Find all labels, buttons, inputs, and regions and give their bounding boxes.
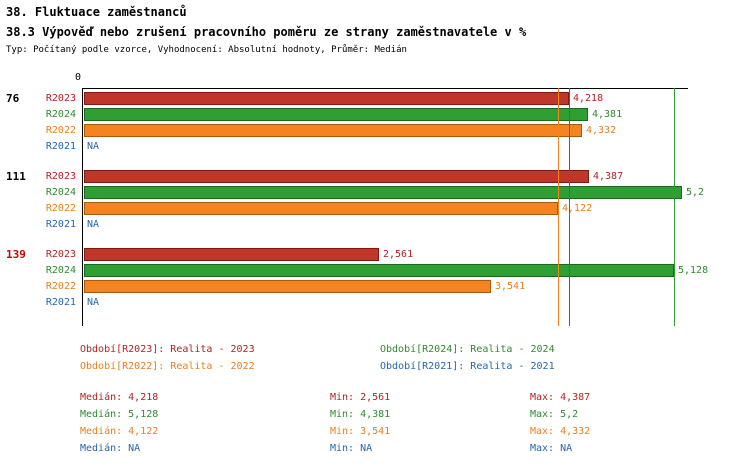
stat-median-r2024: Medián: 5,128 (80, 409, 159, 420)
row-label-r2023: R2023 (45, 93, 76, 104)
bar-value-label: NA (87, 141, 100, 152)
stat-min-r2021: Min: NA (330, 443, 373, 454)
legend-item-r2022: Období[R2022]: Realita - 2022 (80, 361, 255, 372)
bar-r2022 (84, 202, 558, 215)
bar-value-label: NA (87, 297, 100, 308)
bar-r2024 (84, 108, 588, 121)
group-label: 76 (6, 92, 20, 105)
stat-max-r2021: Max: NA (530, 443, 573, 454)
bar-r2023 (84, 248, 379, 261)
x-axis-line (82, 88, 688, 89)
bar-value-label: 2,561 (383, 249, 414, 260)
bar-value-label: 4,381 (592, 109, 623, 120)
bar-r2022 (84, 280, 491, 293)
stat-max-r2022: Max: 4,332 (530, 426, 591, 437)
row-label-r2022: R2022 (45, 125, 76, 136)
y-axis-line (82, 88, 83, 326)
median-line-r2022 (558, 88, 559, 326)
bar-chart: 0 76 R2023 4,218 R2024 4,381 R2022 4,332 R2021 N… (6, 72, 709, 326)
stat-min-r2022: Min: 3,541 (330, 426, 391, 437)
row-label-r2021: R2021 (45, 297, 76, 308)
stat-median-r2022: Medián: 4,122 (80, 426, 159, 437)
bar-r2024 (84, 264, 674, 277)
group-label: 111 (6, 170, 26, 183)
bar-r2023 (84, 92, 569, 105)
stat-max-r2024: Max: 5,2 (530, 409, 579, 420)
bar-r2024 (84, 186, 682, 199)
row-label-r2022: R2022 (45, 203, 76, 214)
median-line-r2024 (674, 88, 675, 326)
row-label-r2023: R2023 (45, 249, 76, 260)
median-line-r2023 (569, 88, 570, 326)
bar-value-label: 5,2 (686, 187, 705, 198)
stat-min-r2023: Min: 2,561 (330, 392, 391, 403)
stat-max-r2023: Max: 4,387 (530, 392, 591, 403)
stat-median-r2023: Medián: 4,218 (80, 392, 159, 403)
legend-item-r2024: Období[R2024]: Realita - 2024 (380, 344, 555, 355)
stat-min-r2024: Min: 4,381 (330, 409, 391, 420)
bar-value-label: 3,541 (495, 281, 526, 292)
legend-item-r2021: Období[R2021]: Realita - 2021 (380, 361, 555, 372)
row-label-r2022: R2022 (45, 281, 76, 292)
row-label-r2023: R2023 (45, 171, 76, 182)
row-label-r2021: R2021 (45, 219, 76, 230)
legend-item-r2023: Období[R2023]: Realita - 2023 (80, 344, 255, 355)
stats-table: Medián: 4,218 Min: 2,561 Max: 4,387 Medián:… (80, 389, 590, 457)
bar-value-label: 4,332 (586, 125, 617, 136)
bar-value-label: NA (87, 219, 100, 230)
bar-value-label: 5,128 (678, 265, 709, 276)
report-header: 38. Fluktuace zaměstnanců 38.3 Výpověď n… (6, 2, 526, 56)
report-title: 38. Fluktuace zaměstnanců (6, 5, 187, 19)
stat-median-r2021: Medián: NA (80, 443, 141, 454)
row-label-r2021: R2021 (45, 141, 76, 152)
bar-value-label: 4,122 (562, 203, 593, 214)
row-label-r2024: R2024 (45, 265, 76, 276)
bar-r2022 (84, 124, 582, 137)
indicator-title: 38.3 Výpověď nebo zrušení pracovního pom… (6, 25, 527, 39)
chart-meta: Typ: Počítaný podle vzorce, Vyhodnocení:… (6, 45, 407, 55)
bar-value-label: 4,387 (593, 171, 624, 182)
group-label: 139 (6, 248, 26, 261)
bar-value-label: 4,218 (573, 93, 604, 104)
bar-r2023 (84, 170, 589, 183)
row-label-r2024: R2024 (45, 109, 76, 120)
axis-zero-label: 0 (74, 72, 82, 83)
legend: Období[R2023]: Realita - 2023 Období[R202… (80, 341, 555, 375)
row-label-r2024: R2024 (45, 187, 76, 198)
